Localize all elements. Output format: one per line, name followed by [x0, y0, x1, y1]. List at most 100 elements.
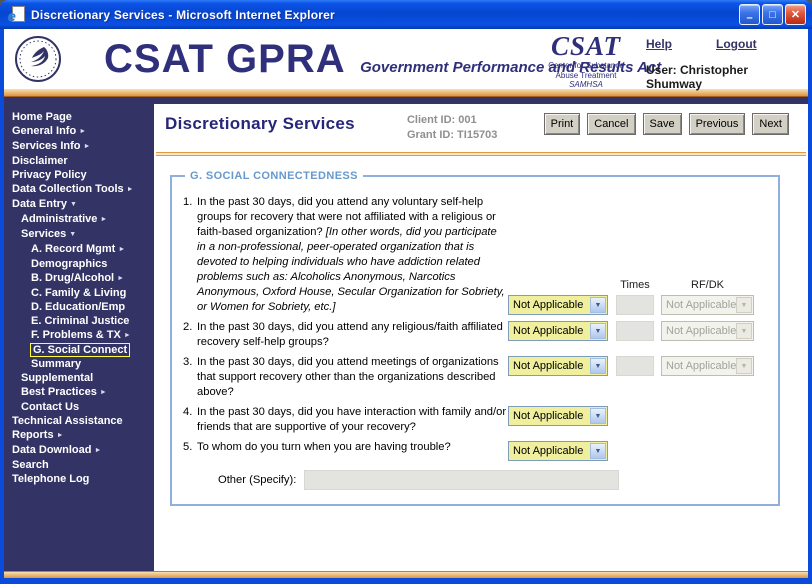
sidebar-item-f-problems-tx[interactable]: F. Problems & TX ►: [31, 329, 131, 341]
footer-accent-bar: [4, 571, 808, 578]
chevron-down-icon[interactable]: ▼: [590, 323, 606, 339]
chevron-down-icon[interactable]: ▼: [590, 408, 606, 424]
sidebar-item-reports[interactable]: Reports ►: [12, 429, 64, 441]
q3-rfdk-select: Not Applicable ▼: [661, 356, 754, 376]
submenu-arrow-icon: ►: [56, 432, 64, 439]
page-title: Discretionary Services: [165, 114, 355, 133]
content-divider: [156, 152, 806, 156]
page-frame: CSAT GPRA Government Performance and Res…: [4, 29, 808, 578]
previous-button[interactable]: Previous: [688, 113, 746, 135]
title-bar: e Discretionary Services - Microsoft Int…: [0, 0, 812, 29]
sidebar-item-disclaimer[interactable]: Disclaimer: [12, 155, 68, 167]
question-number: 1.: [183, 196, 193, 208]
chevron-down-icon: ▼: [736, 323, 752, 339]
question-1-text: In the past 30 days, did you attend any …: [197, 196, 505, 313]
submenu-arrow-icon: ►: [126, 186, 134, 193]
q4-response-select[interactable]: Not Applicable ▼: [508, 406, 608, 426]
sidebar-item-technical-assistance[interactable]: Technical Assistance: [12, 415, 123, 427]
question-2-text: In the past 30 days, did you attend any …: [197, 321, 503, 348]
q2-times-input: [616, 321, 654, 341]
sidebar-item-a-record-mgmt[interactable]: A. Record Mgmt ►: [31, 243, 126, 255]
sidebar-nav: Home Page General Info ► Services Info ► D…: [4, 104, 154, 571]
chevron-down-icon[interactable]: ▼: [590, 297, 606, 313]
next-button[interactable]: Next: [752, 113, 789, 135]
q2-response-select[interactable]: Not Applicable ▼: [508, 321, 608, 341]
cancel-button[interactable]: Cancel: [587, 113, 636, 135]
chevron-down-icon[interactable]: ▼: [590, 443, 606, 459]
section-legend: G. SOCIAL CONNECTEDNESS: [190, 170, 358, 182]
times-column-header: Times: [620, 279, 650, 291]
minimize-button[interactable]: –: [739, 4, 760, 25]
question-3-text: In the past 30 days, did you attend meet…: [197, 356, 499, 398]
submenu-arrow-icon: ►: [117, 275, 125, 282]
submenu-arrow-icon: ►: [118, 246, 126, 253]
sidebar-item-data-download[interactable]: Data Download ►: [12, 444, 102, 456]
hhs-logo: [14, 35, 62, 88]
sidebar-item-data-collection-tools[interactable]: Data Collection Tools ►: [12, 183, 134, 195]
grant-id-label: Grant ID: TI15703: [406, 129, 498, 141]
submenu-expanded-icon: ▼: [70, 201, 77, 208]
other-specify-label: Other (Specify):: [218, 474, 297, 486]
question-number: 3.: [183, 356, 193, 368]
submenu-arrow-icon: ►: [83, 143, 91, 150]
navy-divider-strip: [4, 97, 808, 104]
q3-times-input: [616, 356, 654, 376]
sidebar-item-e-criminal-justice[interactable]: E. Criminal Justice: [31, 315, 130, 327]
gpra-subtitle: Government Performance and Results Act: [360, 59, 662, 76]
chevron-down-icon: ▼: [736, 358, 752, 374]
main-content: Discretionary Services Client ID: 001 Gr…: [154, 104, 808, 571]
csat-samhsa-logo: CSAT Center for Substance Abuse Treatmen…: [548, 31, 624, 89]
submenu-expanded-icon: ▼: [69, 231, 77, 238]
header-accent-bar: [4, 89, 808, 97]
sidebar-item-summary[interactable]: Summary: [31, 358, 82, 370]
help-link[interactable]: Help: [646, 37, 673, 51]
sidebar-item-search[interactable]: Search: [12, 459, 49, 471]
close-button[interactable]: ✕: [785, 4, 806, 25]
q3-response-select[interactable]: Not Applicable ▼: [508, 356, 608, 376]
sidebar-item-general-info[interactable]: General Info ►: [12, 125, 87, 137]
sidebar-item-demographics[interactable]: Demographics: [31, 258, 108, 270]
client-id-label: Client ID: 001: [406, 114, 477, 126]
question-number: 5.: [183, 441, 193, 453]
app-header: CSAT GPRA Government Performance and Res…: [4, 29, 808, 91]
submenu-arrow-icon: ►: [94, 447, 102, 454]
maximize-button[interactable]: □: [762, 4, 783, 25]
chevron-down-icon[interactable]: ▼: [590, 358, 606, 374]
question-5-text: To whom do you turn when you are having …: [197, 441, 451, 453]
submenu-arrow-icon: ►: [100, 216, 108, 223]
q5-response-select[interactable]: Not Applicable ▼: [508, 441, 608, 461]
sidebar-item-services[interactable]: Services ▼: [21, 228, 77, 240]
sidebar-item-home-page[interactable]: Home Page: [12, 111, 72, 123]
sidebar-item-g-social-connect[interactable]: G. Social Connect: [29, 343, 131, 357]
save-button[interactable]: Save: [642, 113, 682, 135]
question-number: 2.: [183, 321, 193, 333]
sidebar-item-telephone-log[interactable]: Telephone Log: [12, 473, 90, 485]
q1-rfdk-select: Not Applicable ▼: [661, 295, 754, 315]
sidebar-item-supplemental[interactable]: Supplemental: [21, 372, 94, 384]
app-wordmark: CSAT GPRA Government Performance and Res…: [104, 37, 661, 82]
question-4-text: In the past 30 days, did you have intera…: [197, 406, 507, 433]
submenu-arrow-icon: ►: [123, 332, 131, 339]
sidebar-item-services-info[interactable]: Services Info ►: [12, 140, 91, 152]
sidebar-item-administrative[interactable]: Administrative ►: [21, 213, 108, 225]
question-number: 4.: [183, 406, 193, 418]
sidebar-item-best-practices[interactable]: Best Practices ►: [21, 386, 107, 398]
chevron-down-icon: ▼: [736, 297, 752, 313]
logout-link[interactable]: Logout: [716, 37, 757, 51]
csat-gpra-wordmark: CSAT GPRA: [104, 37, 346, 81]
sidebar-item-data-entry[interactable]: Data Entry ▼: [12, 198, 77, 210]
sidebar-item-privacy-policy[interactable]: Privacy Policy: [12, 169, 87, 181]
submenu-arrow-icon: ►: [99, 389, 107, 396]
internet-explorer-icon: e: [8, 5, 26, 24]
sidebar-item-d-education-emp[interactable]: D. Education/Emp: [31, 301, 126, 313]
q1-response-select[interactable]: Not Applicable ▼: [508, 295, 608, 315]
sidebar-item-contact-us[interactable]: Contact Us: [21, 401, 80, 413]
sidebar-item-b-drug-alcohol[interactable]: B. Drug/Alcohol ►: [31, 272, 125, 284]
user-label: User: Christopher Shumway: [646, 63, 749, 91]
print-button[interactable]: Print: [543, 113, 581, 135]
submenu-arrow-icon: ►: [79, 128, 87, 135]
other-specify-input: [304, 470, 619, 490]
sidebar-item-c-family-living[interactable]: C. Family & Living: [31, 287, 127, 299]
q2-rfdk-select: Not Applicable ▼: [661, 321, 754, 341]
